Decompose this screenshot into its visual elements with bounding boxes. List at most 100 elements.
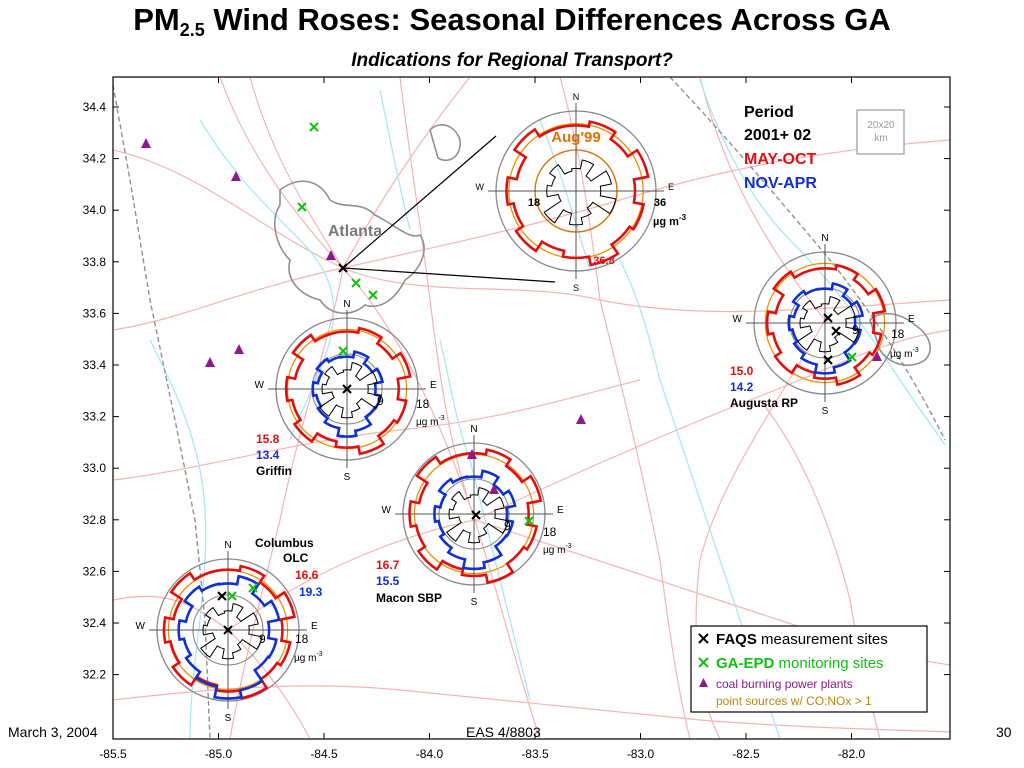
aug99-summer-value: 36.8 xyxy=(593,255,614,267)
x-tick-label: -85.0 xyxy=(205,747,233,761)
slide-title: PM2.5 Wind Roses: Seasonal Differences A… xyxy=(133,2,891,40)
compass-label: N xyxy=(821,233,828,244)
period-winter: NOV-APR xyxy=(744,175,817,192)
ring-label-inner: 9 xyxy=(852,323,859,337)
x-tick-label: -82.5 xyxy=(732,747,760,761)
faqs-site-marker xyxy=(342,384,352,394)
legend-faqs: FAQS measurement sites xyxy=(716,631,888,648)
macon-summer-value: 16.7 xyxy=(376,558,400,572)
aug99-title: Aug'99 xyxy=(551,129,600,146)
epd-marker-icon xyxy=(698,657,709,668)
ring-label-inner: 9 xyxy=(504,519,511,533)
augusta-labels: 9 18 µg m-3 15.0 14.2 Augusta RP xyxy=(730,323,919,410)
winter-rose-trace xyxy=(433,469,517,571)
axis-ticks xyxy=(112,77,950,739)
plot-frame xyxy=(112,76,951,740)
compass-label: E xyxy=(668,182,674,192)
y-tick-label: 32.4 xyxy=(83,616,107,630)
faqs-site-marker xyxy=(338,263,348,273)
compass-label: S xyxy=(471,597,478,608)
callout-line xyxy=(342,267,556,283)
epd-site-marker xyxy=(368,290,378,300)
compass-label: S xyxy=(225,713,232,724)
coal-plant-marker xyxy=(141,138,151,148)
ring-label-inner: 9 xyxy=(377,394,384,408)
columbus-site-name: Columbus xyxy=(255,536,314,550)
faqs-site-marker xyxy=(823,355,833,365)
scale-label-size: 20x20 xyxy=(867,120,895,131)
compass-label: N xyxy=(573,92,580,102)
period-summer: MAY-OCT xyxy=(744,151,817,168)
epd-site-marker xyxy=(227,591,237,601)
griffin-summer-value: 15.8 xyxy=(256,432,280,446)
coal-plant-marker xyxy=(576,414,586,424)
x-tick-label: -84.5 xyxy=(310,747,338,761)
columbus-labels: Columbus OLC 16.6 19.3 9 18 µg m-3 xyxy=(255,536,323,664)
compass-label: E xyxy=(311,621,318,632)
epd-site-marker xyxy=(524,516,534,526)
compass-label: W xyxy=(136,621,146,632)
summer-rose-trace xyxy=(408,448,543,585)
epd-site-marker xyxy=(847,352,857,362)
callout-line xyxy=(342,135,497,269)
coal-plant-marker xyxy=(872,351,882,361)
y-tick-label: 34.4 xyxy=(83,100,107,114)
wind-rose: N S E W xyxy=(733,233,915,417)
y-axis-tick-labels: 34.4 34.2 34.0 33.8 33.6 33.4 33.2 33.0 32.8 32.6… xyxy=(83,100,107,682)
y-tick-label: 34.0 xyxy=(83,203,107,217)
y-tick-label: 33.4 xyxy=(83,358,107,372)
coal-plant-marker xyxy=(231,171,241,181)
coal-plant-marker xyxy=(205,357,215,367)
griffin-labels: 9 18 µg m-3 15.8 13.4 Griffin xyxy=(256,394,445,478)
compass-label: W xyxy=(382,505,392,516)
compass-label: W xyxy=(733,314,743,325)
wind-frequency-trace xyxy=(543,159,617,226)
macon-winter-value: 15.5 xyxy=(376,574,400,588)
y-tick-label: 34.2 xyxy=(83,152,107,166)
compass-label: E xyxy=(908,314,915,325)
coal-plant-marker xyxy=(489,484,499,494)
winter-rose-trace xyxy=(787,281,865,375)
x-tick-label: -85.5 xyxy=(99,747,127,761)
slide-subtitle: Indications for Regional Transport? xyxy=(351,50,673,71)
faqs-site-marker xyxy=(223,625,233,635)
macon-labels: 9 18 µg m-3 16.7 15.5 Macon SBP xyxy=(376,519,572,605)
y-tick-label: 32.8 xyxy=(83,513,107,527)
wind-rose: N S E W xyxy=(136,540,318,724)
coal-plant-marker xyxy=(326,250,336,260)
epd-site-marker xyxy=(338,346,348,356)
augusta-site-name: Augusta RP xyxy=(730,396,798,410)
compass-label: N xyxy=(343,299,350,310)
ring-label-outer: 18 xyxy=(416,397,430,411)
y-tick-label: 32.6 xyxy=(83,564,107,578)
faqs-site-marker xyxy=(831,326,841,336)
ring-label-outer: 36 xyxy=(654,197,666,209)
y-tick-label: 32.2 xyxy=(83,668,107,682)
epd-site-marker xyxy=(351,278,361,288)
wind-frequency-trace xyxy=(797,296,860,353)
faqs-site-marker xyxy=(823,313,833,323)
footer-course: EAS 4/8803 xyxy=(466,724,541,740)
legend-epd: GA-EPD monitoring sites xyxy=(716,655,884,672)
unit-label: µg m-3 xyxy=(653,213,687,228)
ring-label-outer: 18 xyxy=(543,525,557,539)
y-tick-label: 33.8 xyxy=(83,255,107,269)
y-tick-label: 33.2 xyxy=(83,410,107,424)
wind-frequency-trace xyxy=(446,487,509,544)
aug99-labels: Aug'99 18 36 µg m-3 36.8 xyxy=(528,129,687,267)
x-axis-tick-labels: -85.5 -85.0 -84.5 -84.0 -83.5 -83.0 -82.5 -82.0 xyxy=(99,747,865,761)
coal-plant-marker xyxy=(234,344,244,354)
winter-rose-trace xyxy=(177,574,281,700)
wind-frequency-trace xyxy=(319,362,382,419)
columbus-winter-value: 19.3 xyxy=(299,585,323,599)
coal-plant-marker xyxy=(467,449,477,459)
compass-label: W xyxy=(255,380,265,391)
griffin-site-name: Griffin xyxy=(256,464,292,478)
wind-frequency-trace xyxy=(200,603,263,660)
state-border xyxy=(113,77,946,739)
ring-label-outer: 18 xyxy=(295,632,309,646)
unit-label: µg m-3 xyxy=(416,415,445,428)
compass-label: S xyxy=(822,406,829,417)
columbus-summer-value: 16.6 xyxy=(295,568,319,582)
compass-label: N xyxy=(470,424,477,435)
